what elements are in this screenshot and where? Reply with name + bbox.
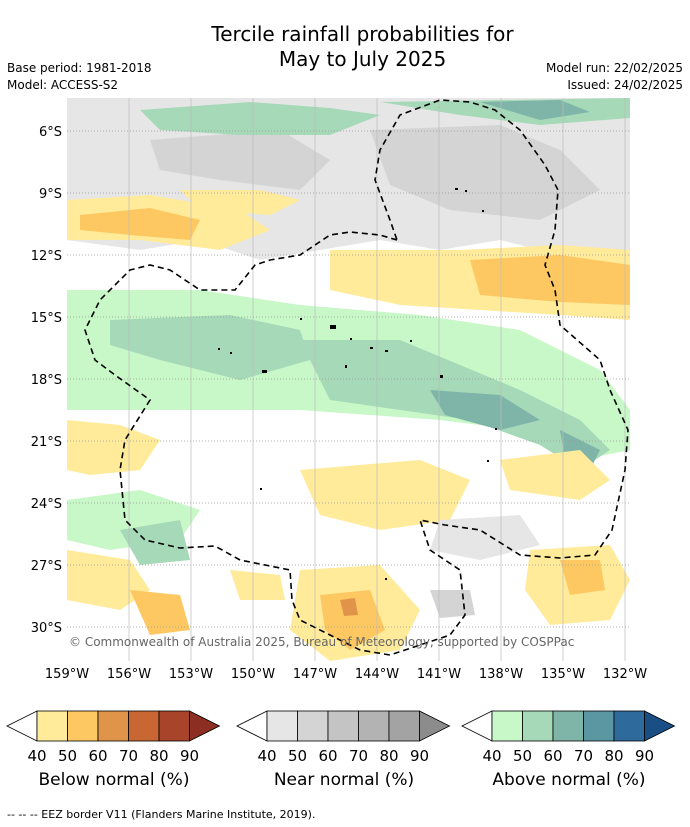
colorbar-tick-label: 90 bbox=[410, 747, 429, 765]
colorbar-tick-label: 80 bbox=[379, 747, 398, 765]
colorbar-swatch bbox=[388, 710, 420, 742]
colorbar-tick-label: 60 bbox=[88, 747, 107, 765]
colorbar-tick-label: 90 bbox=[635, 747, 654, 765]
colorbar-swatch bbox=[552, 710, 584, 742]
colorbar-tick-label: 60 bbox=[318, 747, 337, 765]
lat-label: 21°S bbox=[31, 435, 62, 450]
eez-footnote: -- -- -- EEZ border V11 (Flanders Marine… bbox=[7, 808, 316, 821]
run-info: Model run: 22/02/2025 Issued: 24/02/2025 bbox=[546, 60, 683, 94]
above-normal-legend: 40 50 60 70 80 90 bbox=[461, 710, 676, 765]
map-title: Tercile rainfall probabilities for May t… bbox=[160, 22, 565, 72]
lon-label: 147°W bbox=[293, 667, 337, 682]
colorbar-tick-label: 60 bbox=[543, 747, 562, 765]
colorbar-tick-label: 40 bbox=[482, 747, 501, 765]
colorbar-swatch bbox=[158, 710, 190, 742]
longitude-labels: 159°W 156°W 153°W 150°W 147°W 144°W 141°… bbox=[45, 667, 647, 682]
near-normal-legend: 40 50 60 70 80 90 bbox=[236, 710, 451, 765]
colorbar-swatch bbox=[583, 710, 615, 742]
lon-label: 135°W bbox=[541, 667, 585, 682]
map-panel: © Commonwealth of Australia 2025, Bureau… bbox=[67, 98, 630, 661]
lon-label: 144°W bbox=[355, 667, 399, 682]
colorbar-tick-label: 80 bbox=[604, 747, 623, 765]
colorbar-swatch bbox=[67, 710, 99, 742]
colorbar-tick-label: 40 bbox=[27, 747, 46, 765]
colorbar-tick-label: 50 bbox=[513, 747, 532, 765]
graticule bbox=[67, 130, 630, 628]
below-normal-title: Below normal (%) bbox=[38, 770, 190, 790]
colorbar-swatch bbox=[266, 710, 298, 742]
colorbar-swatch bbox=[613, 710, 645, 742]
lon-label: 138°W bbox=[479, 667, 523, 682]
colorbar-swatch bbox=[128, 710, 160, 742]
near-normal-title: Near normal (%) bbox=[273, 770, 415, 790]
title-line-2: May to July 2025 bbox=[278, 47, 447, 71]
colorbar-tick-label: 80 bbox=[149, 747, 168, 765]
latitude-labels: 6°S 9°S 12°S 15°S 18°S 21°S 24°S 27°S 30… bbox=[31, 125, 62, 636]
lon-label: 156°W bbox=[107, 667, 151, 682]
lat-label: 6°S bbox=[39, 125, 62, 140]
colorbar-tick-label: 70 bbox=[574, 747, 593, 765]
colorbar-swatch bbox=[522, 710, 554, 742]
eez-border bbox=[84, 99, 629, 656]
base-period: Base period: 1981-2018 bbox=[7, 61, 152, 75]
colorbar-low-arrow bbox=[6, 710, 38, 742]
colorbar-high-arrow bbox=[189, 710, 221, 742]
above-normal-title: Above normal (%) bbox=[492, 770, 646, 790]
colorbar-tick-label: 50 bbox=[288, 747, 307, 765]
colorbar-high-arrow bbox=[419, 710, 451, 742]
model-info: Base period: 1981-2018 Model: ACCESS-S2 bbox=[7, 60, 152, 94]
colorbar-swatch bbox=[491, 710, 523, 742]
copyright-notice: © Commonwealth of Australia 2025, Bureau… bbox=[69, 635, 574, 649]
lon-label: 159°W bbox=[45, 667, 89, 682]
colorbar-high-arrow bbox=[644, 710, 676, 742]
lon-label: 153°W bbox=[169, 667, 213, 682]
below-normal-legend: 40 50 60 70 80 90 bbox=[6, 710, 221, 765]
colorbar-tick-label: 90 bbox=[180, 747, 199, 765]
lon-label: 141°W bbox=[417, 667, 461, 682]
model-run: Model run: 22/02/2025 bbox=[545, 61, 683, 75]
colorbar-swatch bbox=[358, 710, 390, 742]
lat-label: 12°S bbox=[31, 249, 62, 264]
colorbar-swatch bbox=[36, 710, 68, 742]
colorbar-swatch bbox=[97, 710, 129, 742]
meridians bbox=[128, 98, 626, 661]
lat-label: 15°S bbox=[31, 311, 62, 326]
title-line-1: Tercile rainfall probabilities for bbox=[211, 22, 514, 46]
lat-label: 27°S bbox=[31, 559, 62, 574]
lon-label: 132°W bbox=[603, 667, 647, 682]
issued-date: Issued: 24/02/2025 bbox=[567, 78, 683, 92]
colorbar-swatch bbox=[297, 710, 329, 742]
colorbar-low-arrow bbox=[461, 710, 493, 742]
islands bbox=[218, 188, 497, 580]
lat-label: 30°S bbox=[31, 621, 62, 636]
colorbar-tick-label: 70 bbox=[349, 747, 368, 765]
colorbar-tick-label: 40 bbox=[257, 747, 276, 765]
model-name: Model: ACCESS-S2 bbox=[7, 78, 119, 92]
colorbar-low-arrow bbox=[236, 710, 268, 742]
lat-label: 24°S bbox=[31, 497, 62, 512]
lat-label: 18°S bbox=[31, 373, 62, 388]
lon-label: 150°W bbox=[231, 667, 275, 682]
lat-label: 9°S bbox=[39, 187, 62, 202]
colorbar-tick-label: 50 bbox=[58, 747, 77, 765]
probability-map: © Commonwealth of Australia 2025, Bureau… bbox=[31, 98, 647, 682]
colorbar-tick-label: 70 bbox=[119, 747, 138, 765]
colorbar-swatch bbox=[327, 710, 359, 742]
